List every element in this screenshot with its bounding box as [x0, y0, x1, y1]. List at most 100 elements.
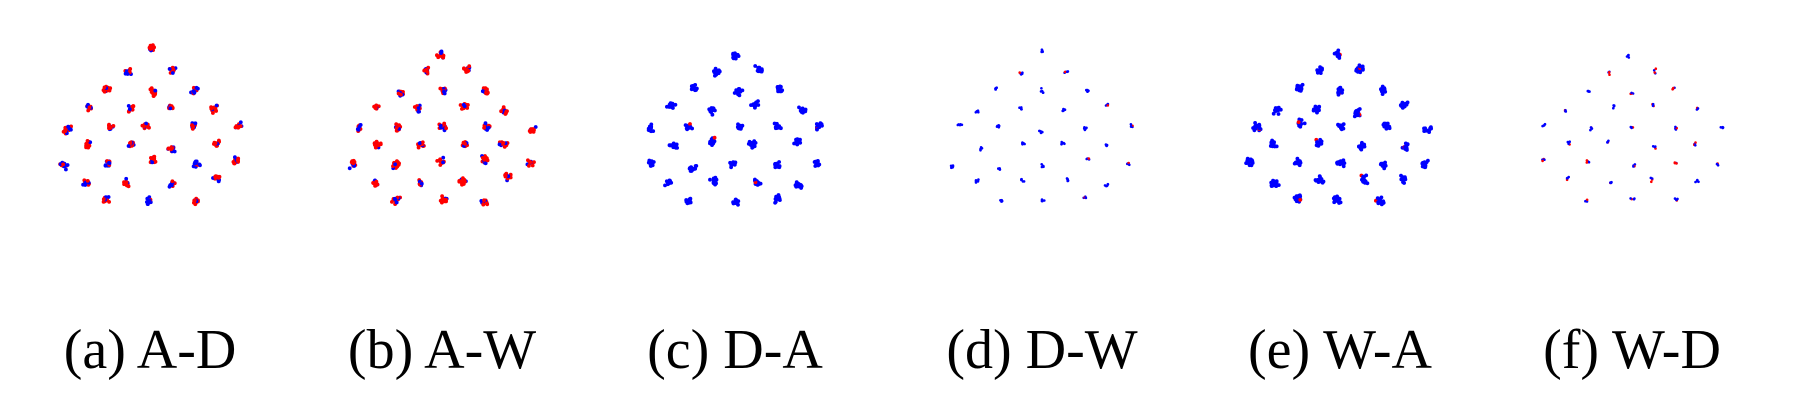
cluster-23: [1673, 161, 1678, 165]
target-point: [1336, 52, 1341, 57]
target-point: [106, 195, 111, 199]
target-point: [1060, 142, 1063, 146]
target-point: [1041, 164, 1045, 168]
panel-caption-3: (c) D-A: [647, 319, 823, 381]
target-point: [1317, 174, 1322, 179]
cluster-28: [1399, 173, 1408, 185]
target-point: [1360, 64, 1365, 69]
target-point: [649, 129, 653, 134]
target-point: [1422, 165, 1427, 170]
target-point: [1271, 179, 1276, 184]
cluster-13: [140, 121, 151, 131]
source-point: [443, 199, 447, 204]
scatter-plot-1: [58, 43, 244, 207]
cluster-20: [1541, 157, 1546, 163]
cluster-26: [1609, 180, 1613, 185]
target-point: [708, 177, 712, 182]
target-point: [168, 106, 173, 111]
cluster-10: [1695, 106, 1700, 111]
target-point: [1629, 197, 1632, 200]
cluster-19: [497, 140, 510, 149]
target-point: [1040, 50, 1043, 54]
target-point: [1040, 48, 1044, 51]
target-point: [1542, 124, 1546, 127]
target-point: [1589, 126, 1593, 129]
cluster-26: [1313, 174, 1326, 185]
source-point: [148, 44, 153, 49]
source-point: [396, 160, 400, 165]
cluster-22: [1335, 158, 1347, 169]
target-point: [1294, 87, 1299, 92]
source-point: [502, 145, 507, 149]
cluster-11: [646, 122, 656, 134]
target-point: [776, 196, 781, 200]
cluster-23: [480, 154, 490, 166]
target-point: [731, 160, 736, 165]
cluster-7: [665, 101, 678, 110]
target-point: [1337, 196, 1342, 201]
cluster-18: [1060, 140, 1066, 146]
cluster-14: [482, 121, 492, 132]
target-point: [1066, 70, 1069, 74]
source-point: [532, 160, 536, 165]
cluster-1: [147, 43, 157, 53]
target-point: [1084, 127, 1088, 130]
cluster-20: [58, 160, 70, 172]
cluster-1: [1625, 53, 1631, 59]
target-point: [1630, 91, 1633, 95]
target-point: [462, 104, 467, 109]
cluster-29: [390, 195, 402, 207]
target-point: [756, 103, 761, 107]
cluster-6: [1379, 84, 1388, 96]
source-point: [1106, 104, 1110, 107]
cluster-21: [997, 167, 1002, 171]
target-point: [1357, 107, 1362, 111]
cluster-27: [457, 176, 468, 187]
source-point: [462, 177, 467, 182]
target-point: [64, 167, 68, 172]
target-point: [1298, 193, 1302, 198]
target-point: [1383, 163, 1388, 168]
cluster-29: [999, 198, 1004, 203]
target-point: [690, 86, 694, 91]
cluster-13: [1038, 129, 1044, 135]
cluster-2: [712, 66, 722, 78]
cluster-17: [1314, 137, 1324, 148]
cluster-8: [1311, 104, 1322, 115]
target-point: [1564, 109, 1567, 112]
source-point: [191, 85, 196, 90]
source-point: [399, 92, 403, 97]
cluster-17: [1021, 141, 1026, 146]
cluster-10: [797, 105, 808, 115]
cluster-22: [1040, 163, 1045, 169]
cluster-31: [773, 193, 782, 205]
target-point: [1632, 165, 1635, 168]
cluster-25: [974, 178, 980, 184]
cluster-19: [792, 137, 803, 147]
cluster-30: [145, 195, 153, 207]
target-point: [125, 72, 130, 76]
cluster-26: [122, 176, 131, 189]
source-point: [63, 129, 67, 134]
cluster-31: [1374, 195, 1386, 207]
source-point: [107, 123, 111, 128]
cluster-24: [231, 155, 241, 166]
source-point: [128, 140, 133, 145]
target-point: [416, 109, 421, 114]
target-point: [777, 87, 782, 92]
source-point: [501, 141, 506, 145]
target-point: [1654, 145, 1657, 148]
target-point: [66, 124, 71, 129]
source-point: [440, 194, 444, 199]
cluster-28: [793, 180, 804, 190]
target-point: [1038, 129, 1041, 133]
panel-4: (d) D-W: [897, 30, 1187, 410]
target-point: [191, 89, 196, 93]
target-point: [1586, 89, 1590, 93]
target-point: [958, 123, 962, 127]
source-point: [1063, 70, 1067, 74]
cluster-5: [732, 87, 745, 98]
cluster-2: [123, 67, 133, 76]
cluster-28: [1103, 182, 1110, 188]
target-point: [1606, 140, 1609, 144]
